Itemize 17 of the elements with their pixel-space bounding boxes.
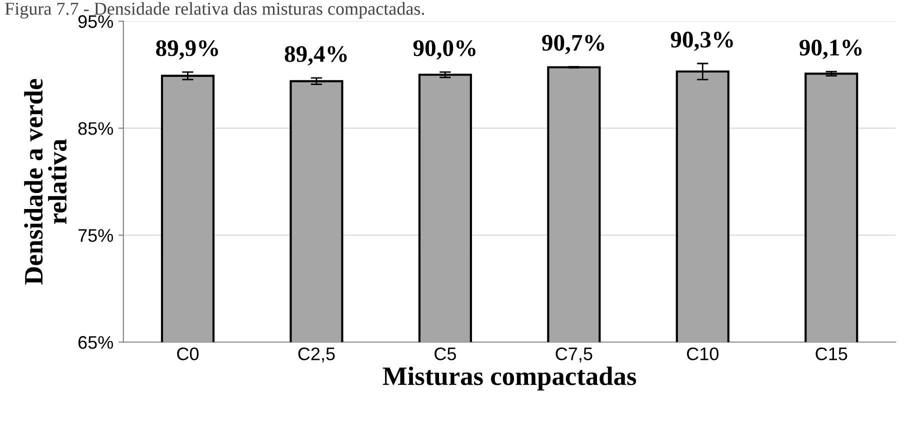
y-tick-label: 75% — [78, 229, 114, 242]
x-tick-label: C0 — [177, 347, 199, 360]
data-label: 90,7% — [542, 34, 604, 54]
data-label: 89,4% — [284, 46, 347, 66]
data-label: 90,0% — [413, 40, 476, 60]
y-tick-label: 65% — [78, 336, 114, 349]
x-tick-label: C15 — [816, 347, 848, 360]
x-tick-label: C10 — [686, 347, 718, 360]
data-label: 90,1% — [800, 40, 862, 60]
x-axis-title: Misturas compactadas — [382, 366, 636, 391]
x-tick-label: C5 — [434, 347, 456, 360]
x-tick-label: C2,5 — [298, 347, 335, 362]
data-label: 90,3% — [670, 32, 733, 52]
y-axis-title: Densidade a verde relativa — [24, 79, 67, 285]
data-label: 89,9% — [156, 40, 218, 60]
y-tick-label: 85% — [78, 122, 114, 135]
x-tick-label: C7,5 — [556, 347, 592, 362]
